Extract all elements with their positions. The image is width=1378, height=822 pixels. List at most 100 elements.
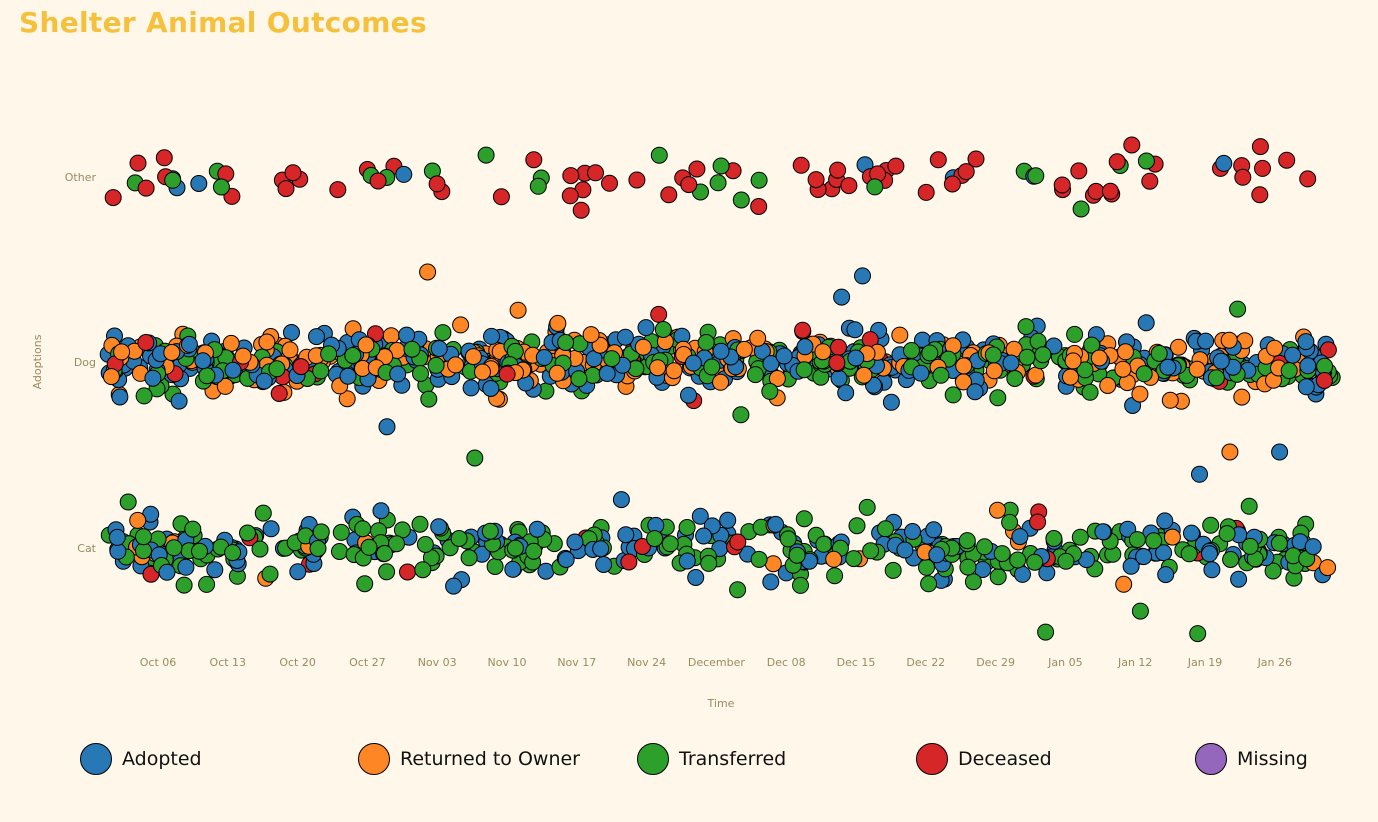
data-point[interactable] bbox=[1062, 368, 1079, 386]
data-point[interactable] bbox=[158, 563, 176, 581]
data-point[interactable] bbox=[108, 528, 126, 546]
data-point[interactable] bbox=[620, 553, 638, 571]
data-point[interactable] bbox=[403, 340, 421, 358]
data-point[interactable] bbox=[712, 342, 730, 360]
legend-item[interactable]: Deceased bbox=[916, 736, 1052, 782]
data-point[interactable] bbox=[1299, 357, 1317, 375]
data-point[interactable] bbox=[691, 507, 709, 525]
data-point[interactable] bbox=[137, 179, 155, 197]
data-point[interactable] bbox=[389, 365, 407, 383]
data-point[interactable] bbox=[700, 554, 718, 572]
data-point[interactable] bbox=[570, 370, 588, 388]
data-point[interactable] bbox=[678, 552, 696, 570]
data-point[interactable] bbox=[1145, 532, 1163, 550]
data-point[interactable] bbox=[779, 530, 797, 548]
data-point[interactable] bbox=[762, 355, 780, 373]
data-point[interactable] bbox=[1072, 200, 1090, 218]
data-point[interactable] bbox=[912, 364, 930, 382]
data-point[interactable] bbox=[430, 340, 448, 358]
data-point[interactable] bbox=[277, 180, 295, 198]
data-point[interactable] bbox=[1128, 531, 1146, 549]
data-point[interactable] bbox=[548, 364, 566, 382]
data-point[interactable] bbox=[826, 567, 844, 585]
data-point[interactable] bbox=[764, 555, 782, 573]
data-point[interactable] bbox=[1155, 544, 1173, 562]
data-point[interactable] bbox=[582, 326, 600, 344]
data-point[interactable] bbox=[1156, 512, 1174, 530]
data-point[interactable] bbox=[750, 550, 768, 568]
data-point[interactable] bbox=[482, 380, 500, 397]
data-point[interactable] bbox=[665, 362, 683, 380]
data-point[interactable] bbox=[825, 550, 843, 568]
data-point[interactable] bbox=[104, 189, 122, 207]
data-point[interactable] bbox=[1057, 552, 1075, 570]
data-point[interactable] bbox=[729, 533, 747, 551]
data-point[interactable] bbox=[234, 347, 252, 365]
data-point[interactable] bbox=[796, 338, 814, 356]
data-point[interactable] bbox=[562, 167, 580, 185]
data-point[interactable] bbox=[845, 550, 863, 568]
data-point[interactable] bbox=[712, 373, 730, 391]
data-point[interactable] bbox=[792, 576, 809, 594]
data-point[interactable] bbox=[378, 418, 396, 436]
data-point[interactable] bbox=[925, 521, 943, 539]
data-point[interactable] bbox=[882, 393, 900, 411]
data-point[interactable] bbox=[732, 406, 750, 424]
data-point[interactable] bbox=[255, 372, 273, 390]
data-point[interactable] bbox=[420, 390, 438, 408]
data-point[interactable] bbox=[749, 329, 767, 347]
data-point[interactable] bbox=[1122, 557, 1140, 575]
data-point[interactable] bbox=[372, 502, 390, 520]
data-point[interactable] bbox=[1123, 136, 1141, 154]
data-point[interactable] bbox=[1319, 559, 1337, 577]
data-point[interactable] bbox=[262, 520, 280, 538]
data-point[interactable] bbox=[955, 357, 973, 375]
data-point[interactable] bbox=[414, 561, 432, 579]
data-point[interactable] bbox=[603, 350, 621, 368]
data-point[interactable] bbox=[198, 367, 216, 385]
data-point[interactable] bbox=[1037, 623, 1055, 641]
data-point[interactable] bbox=[650, 305, 668, 323]
data-point[interactable] bbox=[1131, 385, 1149, 403]
data-point[interactable] bbox=[989, 501, 1006, 519]
data-point[interactable] bbox=[360, 538, 378, 556]
data-point[interactable] bbox=[356, 575, 374, 593]
data-point[interactable] bbox=[958, 532, 976, 550]
data-point[interactable] bbox=[1278, 151, 1296, 169]
data-point[interactable] bbox=[1101, 182, 1119, 200]
data-point[interactable] bbox=[1170, 338, 1187, 356]
data-point[interactable] bbox=[163, 344, 181, 361]
data-point[interactable] bbox=[1029, 513, 1047, 531]
data-point[interactable] bbox=[1070, 162, 1088, 180]
data-point[interactable] bbox=[137, 334, 155, 351]
data-point[interactable] bbox=[1135, 365, 1153, 383]
data-point[interactable] bbox=[224, 544, 242, 562]
data-point[interactable] bbox=[719, 511, 737, 529]
data-point[interactable] bbox=[119, 493, 137, 511]
data-point[interactable] bbox=[1087, 182, 1105, 200]
data-point[interactable] bbox=[1135, 548, 1153, 566]
data-point[interactable] bbox=[616, 328, 634, 346]
data-point[interactable] bbox=[660, 186, 678, 204]
data-point[interactable] bbox=[848, 517, 866, 535]
data-point[interactable] bbox=[680, 176, 698, 194]
data-point[interactable] bbox=[903, 342, 920, 359]
data-point[interactable] bbox=[929, 151, 947, 169]
data-point[interactable] bbox=[1161, 391, 1179, 409]
data-point[interactable] bbox=[1053, 176, 1071, 194]
data-point[interactable] bbox=[102, 368, 120, 386]
data-point[interactable] bbox=[481, 522, 499, 540]
data-point[interactable] bbox=[768, 370, 786, 387]
data-point[interactable] bbox=[746, 366, 764, 384]
data-point[interactable] bbox=[795, 361, 813, 379]
data-point[interactable] bbox=[430, 518, 448, 536]
data-point[interactable] bbox=[828, 354, 846, 372]
data-point[interactable] bbox=[498, 365, 516, 383]
data-point[interactable] bbox=[155, 149, 173, 167]
data-point[interactable] bbox=[135, 387, 153, 405]
data-point[interactable] bbox=[175, 576, 193, 594]
data-point[interactable] bbox=[1240, 497, 1258, 515]
data-point[interactable] bbox=[866, 178, 884, 196]
data-point[interactable] bbox=[312, 523, 330, 541]
data-point[interactable] bbox=[1017, 318, 1035, 336]
